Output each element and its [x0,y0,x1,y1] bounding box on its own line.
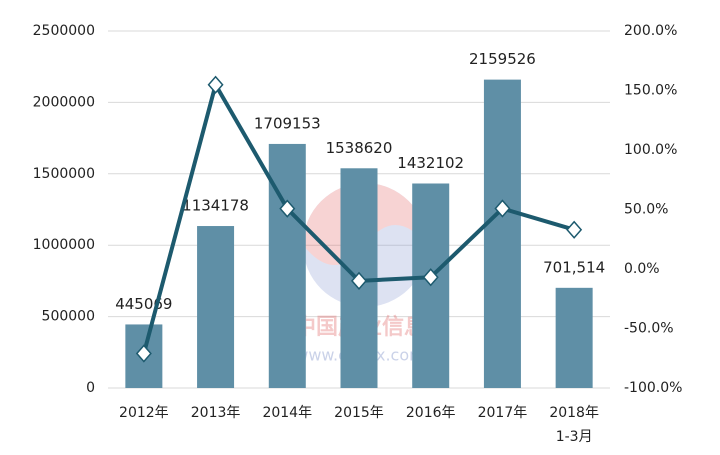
x-tick-label: 2015年 [334,405,384,421]
x-tick-label: 2014年 [262,405,312,421]
y2-tick-label: -100.0% [624,380,682,396]
y2-tick-label: -50.0% [624,321,674,337]
bar [555,287,593,388]
x-tick-label: 1-3月 [556,429,593,445]
y2-tick-label: 100.0% [624,142,677,158]
x-tick-label: 2018年 [549,405,599,421]
value-label: 1134178 [182,197,249,215]
y2-tick-label: 0.0% [624,261,660,277]
line-marker [422,268,439,287]
y2-tick-label: 50.0% [624,202,668,218]
x-tick-label: 2012年 [119,405,169,421]
line-marker [207,75,224,94]
y-tick-label: 1000000 [33,237,95,253]
value-label: 1709153 [254,114,321,132]
value-label: 1432102 [397,154,464,172]
value-label: 445069 [115,295,172,313]
bar [268,143,306,388]
bar [197,226,235,388]
value-label: 1538620 [326,139,393,157]
bar [483,79,521,388]
y-tick-label: 2500000 [33,23,95,39]
x-tick-label: 2017年 [478,405,528,421]
x-tick-label: 2013年 [191,405,241,421]
y-tick-label: 0 [86,380,95,396]
value-label: 701,514 [543,258,605,276]
x-tick-label: 2016年 [406,405,456,421]
y-tick-label: 2000000 [33,94,95,110]
line-marker [566,220,583,239]
y2-tick-label: 200.0% [624,23,677,39]
y-tick-label: 500000 [42,309,95,325]
line-marker [135,344,152,363]
y2-tick-label: 150.0% [624,83,677,99]
value-label: 2159526 [469,50,536,68]
y-tick-label: 1500000 [33,166,95,182]
line-marker [351,271,367,291]
line-marker [279,199,296,218]
line-marker [494,199,511,218]
